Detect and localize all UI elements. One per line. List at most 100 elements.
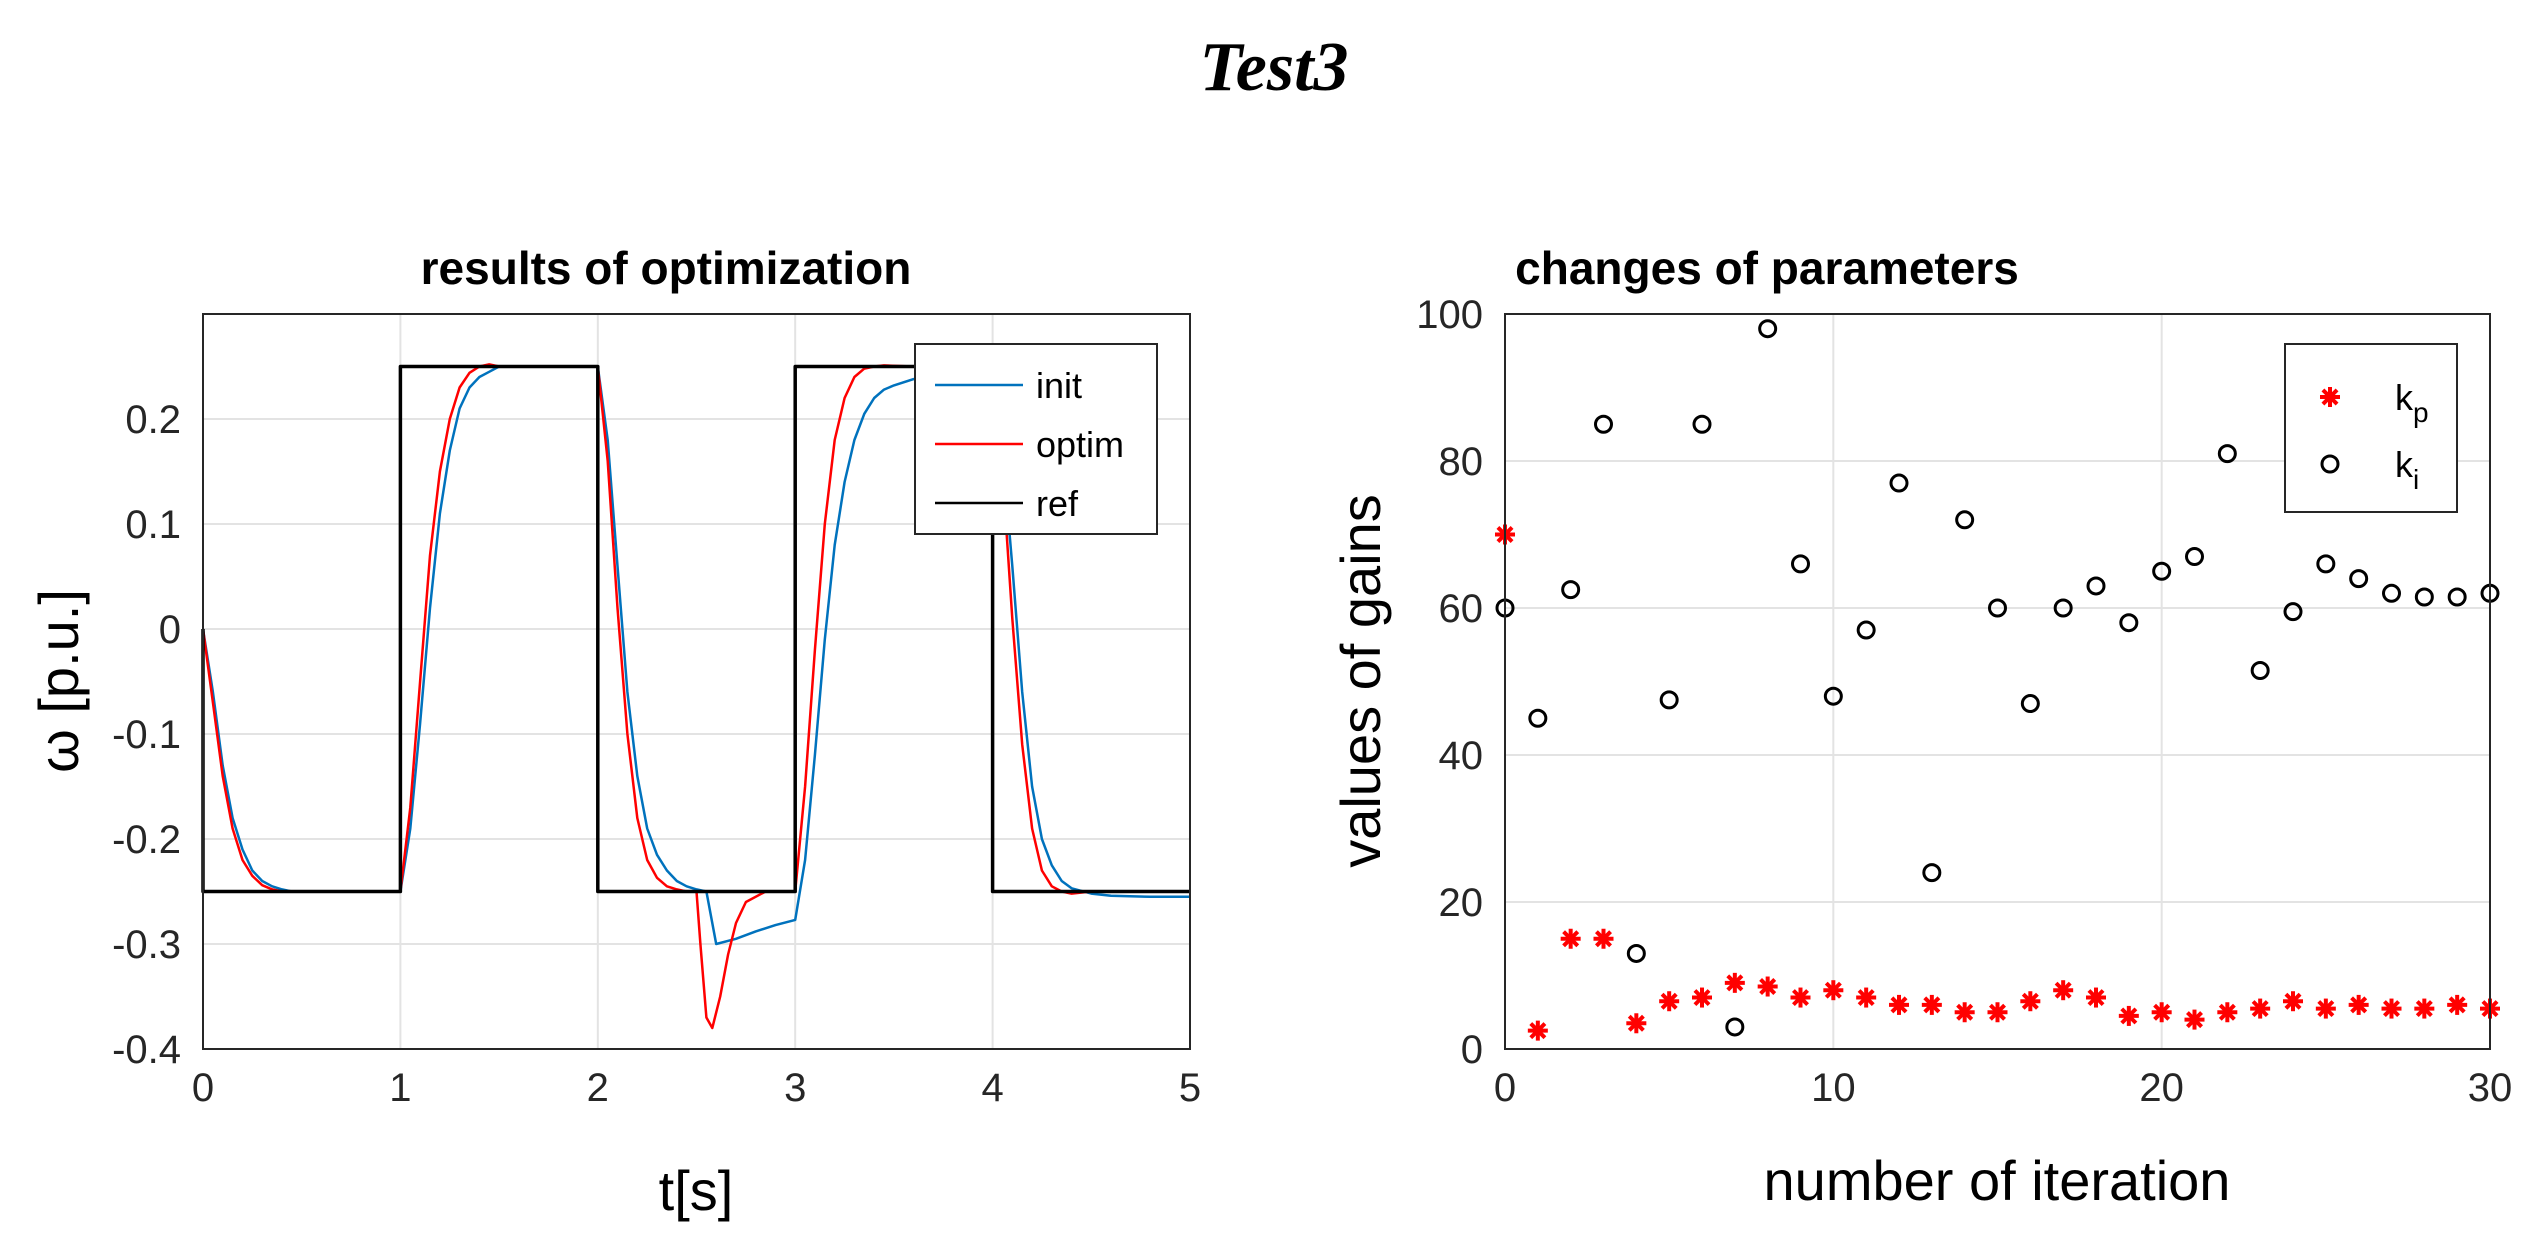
legend-ki-subscript: i [2413,464,2419,495]
kp-point [2348,994,2369,1015]
x-tick-label: 4 [981,1066,1003,1110]
legend-label-optim: optim [1036,424,1124,465]
ki-point [1725,1017,1745,1037]
kp-point [2151,1002,2172,1023]
legend-marker-ki [2320,454,2340,474]
series-points [1495,319,2500,1041]
ki-point [1692,414,1712,434]
kp-point [2447,994,2468,1015]
ki-point [1791,554,1810,574]
ki-point [2152,561,2172,581]
ki-point [2217,444,2237,464]
kp-point [2283,991,2303,1012]
x-tick-label: 0 [1494,1066,1516,1110]
kp-point [2184,1009,2205,1030]
kp-point [1724,972,1745,993]
y-axis-label: ω [p.u.] [27,589,90,773]
kp-point [1921,994,1942,1015]
legend-box [2284,343,2458,513]
kp-point [1626,1013,1647,1034]
ki-point [1823,686,1843,706]
legend-label-kp: kp [2395,377,2429,428]
kp-point [2414,998,2435,1019]
parameter-changes-chart: changes of parameters 0 10 20 30 0 20 40 60 80 1… [1329,242,2512,1212]
ki-point [2316,554,2336,574]
kp-point [1757,976,1778,997]
kp-point [2217,1002,2238,1023]
kp-point [1692,987,1712,1008]
y-tick-label: -0.4 [112,1028,181,1072]
y-tick-label: 60 [1439,587,1484,631]
ki-point [2250,660,2270,680]
x-tick-label: 1 [389,1066,411,1110]
kp-point [2118,1005,2139,1026]
legend: kp ki [2284,343,2458,513]
ki-point [1922,863,1942,883]
y-tick-labels: -0.4 -0.3 -0.2 -0.1 0 0.1 0.2 [112,398,181,1072]
x-axis-label: number of iteration [1764,1149,2231,1212]
y-tick-label: -0.2 [112,818,181,862]
legend-kp-base: k [2395,377,2414,418]
kp-point [2020,991,2041,1012]
ki-point [2185,547,2204,567]
kp-point [1790,987,1811,1008]
ki-point [1889,473,1909,493]
legend-label-init: init [1036,365,1082,406]
chart-title: changes of parameters [1515,242,2019,294]
legend-circle [2320,454,2340,474]
x-tick-label: 0 [192,1066,214,1110]
ki-point [2086,576,2106,596]
x-tick-label: 3 [784,1066,806,1110]
y-axis-label: values of gains [1329,494,1392,868]
kp-point [1823,980,1844,1001]
y-tick-labels: 0 20 40 60 80 100 [1416,293,1483,1072]
kp-point [1593,928,1614,949]
x-tick-label: 20 [2139,1066,2184,1110]
y-tick-label: 0.2 [125,398,181,442]
kp-point [1954,1002,1975,1023]
kp-point [1560,928,1581,949]
ki-point [1988,598,2007,618]
x-tick-label: 2 [587,1066,609,1110]
y-tick-label: 0.1 [125,503,181,547]
kp-point [1527,1020,1548,1041]
plot-frame [202,313,1191,1050]
legend-kp-subscript: p [2413,397,2429,428]
kp-point [1987,1002,2008,1023]
ki-point [2119,613,2139,633]
x-tick-labels: 0 1 2 3 4 5 [192,1066,1201,1110]
series-line-ref [201,364,1190,894]
y-tick-label: -0.3 [112,923,181,967]
legend-ki-base: k [2395,444,2414,485]
ki-point [1758,319,1778,339]
plot-frame [1504,313,2491,1050]
ki-point [1856,620,1876,640]
y-tick-label: -0.1 [112,713,181,757]
x-axis-label: t[s] [659,1159,734,1222]
legend-label-ki: ki [2395,444,2419,495]
x-tick-label: 30 [2468,1066,2513,1110]
y-tick-label: 20 [1439,881,1484,925]
ki-point [2382,583,2401,603]
y-tick-label: 0 [159,608,181,652]
kp-point [1659,991,1680,1012]
ki-point [1528,708,1548,728]
legend-label-ref: ref [1036,483,1079,524]
legend-marker-kp [2320,387,2340,407]
kp-point [2250,998,2271,1019]
ki-point [2283,602,2303,622]
kp-point [2086,987,2106,1008]
y-tick-label: 40 [1439,734,1484,778]
legend: init optim ref [914,343,1158,535]
ki-point [1626,943,1646,963]
kp-point [2053,980,2074,1001]
ki-point [2414,587,2434,607]
y-tick-label: 80 [1439,440,1484,484]
chart-title: results of optimization [421,242,912,294]
ki-point [2447,587,2467,607]
kp-point [1889,994,1909,1015]
ki-point [1561,580,1581,600]
ki-point [1659,690,1679,710]
